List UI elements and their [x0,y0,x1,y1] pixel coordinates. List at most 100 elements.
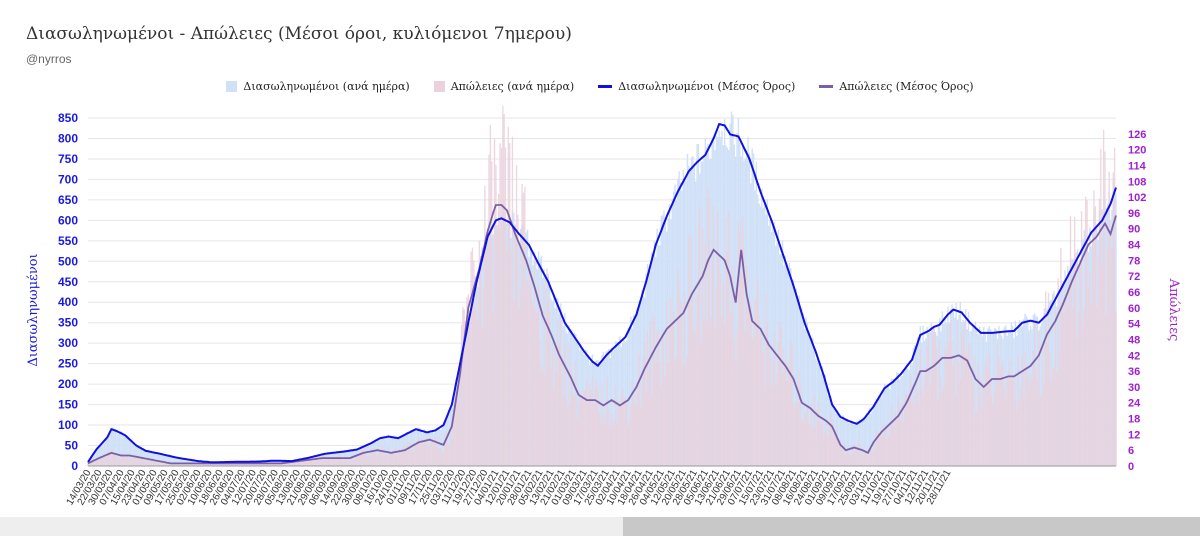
deaths-daily-bar [1027,377,1029,466]
deaths-daily-bar [648,367,650,466]
deaths-daily-bar [726,251,729,466]
deaths-daily-bar [361,450,363,466]
deaths-daily-bar [358,454,361,466]
intubated-daily-bar [376,441,379,466]
deaths-daily-bar [553,389,555,466]
deaths-daily-bar [963,321,966,466]
intubated-daily-bar [96,448,99,466]
right-axis-tick: 12 [1128,429,1140,441]
deaths-daily-bar [106,452,108,466]
deaths-daily-bar [422,440,424,466]
deaths-daily-bar [531,299,533,466]
deaths-daily-bar [1091,243,1094,466]
deaths-daily-bar [1113,147,1116,466]
deaths-daily-bar [712,206,715,466]
deaths-daily-bar [357,455,359,466]
legend-item-deaths-daily[interactable]: Απώλειες (ανά ημέρα) [433,80,574,93]
deaths-daily-bar [218,463,220,466]
deaths-daily-bar [386,454,388,466]
deaths-daily-bar [456,396,458,466]
deaths-daily-bar [316,459,318,466]
deaths-daily-bar [212,462,215,466]
deaths-daily-bar [903,421,905,466]
deaths-daily-bar [536,313,538,466]
intubated-daily-bar [553,296,555,466]
deaths-daily-bar [430,439,432,466]
left-axis-tick: 800 [58,131,78,145]
deaths-daily-bar [706,322,708,466]
deaths-daily-bar [1017,355,1019,466]
legend-item-intubated-daily[interactable]: Διασωληνωμένοι (ανά ημέρα) [226,80,410,93]
legend-item-intubated-avg[interactable]: Διασωληνωμένοι (Μέσος Όρος) [598,80,795,93]
intubated-daily-bar [562,326,565,466]
intubated-daily-bar [117,434,120,466]
intubated-daily-bar [867,416,869,466]
deaths-daily-bar [485,241,487,466]
deaths-daily-bar [938,339,941,466]
deaths-daily-bar [174,463,176,466]
deaths-daily-bar [333,460,336,466]
deaths-daily-bar [595,379,598,466]
deaths-daily-bar [911,403,913,466]
intubated-daily-bar [703,155,705,466]
deaths-daily-bar [136,455,139,466]
deaths-daily-bar [601,383,603,466]
deaths-daily-bar [307,458,310,466]
scrollbar-thumb[interactable] [623,517,1200,536]
deaths-daily-bar [661,334,664,466]
intubated-daily-bar [871,411,873,466]
right-axis-tick: 108 [1128,176,1146,188]
intubated-daily-bar [675,200,678,466]
deaths-daily-bar [631,381,634,466]
deaths-daily-bar [681,302,683,466]
deaths-daily-bar [433,442,435,466]
intubated-daily-bar [752,153,755,466]
left-axis-tick: 200 [58,377,78,391]
deaths-daily-bar [459,362,461,466]
deaths-daily-bar [88,463,91,466]
deaths-daily-bar [309,457,311,466]
deaths-daily-bar [1083,309,1085,466]
deaths-daily-bar [868,453,871,466]
deaths-daily-bar [973,354,975,466]
deaths-daily-bar [448,445,450,466]
deaths-daily-bar [243,463,245,466]
deaths-daily-bar [178,463,180,466]
deaths-daily-bar [1036,380,1039,466]
deaths-daily-bar [901,402,904,466]
deaths-daily-bar [276,463,278,466]
deaths-daily-bar [613,419,616,466]
deaths-daily-bar [1079,262,1081,466]
deaths-daily-bar [660,386,662,466]
deaths-daily-bar [149,457,151,466]
deaths-daily-bar [707,187,709,466]
deaths-daily-bar [870,445,872,466]
deaths-daily-bar [205,463,208,466]
deaths-daily-bar [405,452,408,466]
deaths-daily-bar [700,343,702,466]
deaths-daily-bar [914,404,916,466]
intubated-daily-bar [664,220,667,466]
deaths-daily-bar [254,463,256,466]
intubated-daily-bar [610,347,613,466]
deaths-daily-bar [497,194,500,467]
deaths-daily-bar [1020,387,1022,466]
intubated-daily-bar [599,361,602,466]
legend-item-deaths-avg[interactable]: Απώλειες (Μέσος Όρος) [819,80,974,93]
deaths-daily-bar [1007,371,1010,466]
deaths-daily-bar [342,458,344,466]
right-axis-tick: 126 [1128,129,1146,141]
right-axis-tick: 84 [1128,240,1141,252]
deaths-daily-bar [1087,289,1090,466]
deaths-daily-bar [802,420,804,466]
deaths-daily-bar [801,420,803,466]
deaths-daily-bar [783,348,785,466]
deaths-daily-bar [426,436,428,466]
deaths-daily-bar [853,451,855,466]
intubated-daily-bar [878,394,880,466]
deaths-daily-bar [442,453,445,466]
deaths-daily-bar [289,461,292,466]
deaths-daily-bar [752,335,755,466]
deaths-daily-bar [295,460,297,466]
deaths-daily-bar [994,390,996,466]
